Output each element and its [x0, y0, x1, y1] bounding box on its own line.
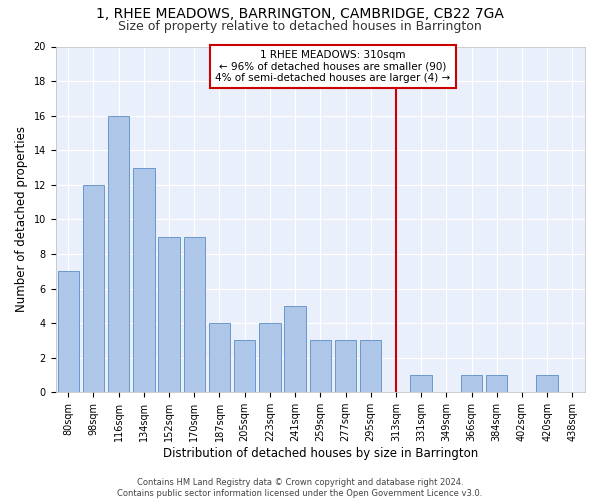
Y-axis label: Number of detached properties: Number of detached properties — [15, 126, 28, 312]
Bar — [108, 116, 130, 392]
Bar — [335, 340, 356, 392]
Bar — [58, 271, 79, 392]
Bar — [284, 306, 306, 392]
Bar — [536, 375, 558, 392]
Bar — [486, 375, 508, 392]
Bar — [360, 340, 382, 392]
X-axis label: Distribution of detached houses by size in Barrington: Distribution of detached houses by size … — [163, 447, 478, 460]
Bar — [133, 168, 155, 392]
Text: Size of property relative to detached houses in Barrington: Size of property relative to detached ho… — [118, 20, 482, 33]
Bar — [461, 375, 482, 392]
Bar — [234, 340, 256, 392]
Text: 1 RHEE MEADOWS: 310sqm
← 96% of detached houses are smaller (90)
4% of semi-deta: 1 RHEE MEADOWS: 310sqm ← 96% of detached… — [215, 50, 451, 83]
Bar — [158, 236, 180, 392]
Bar — [410, 375, 432, 392]
Bar — [310, 340, 331, 392]
Bar — [259, 323, 281, 392]
Bar — [83, 185, 104, 392]
Bar — [184, 236, 205, 392]
Bar — [209, 323, 230, 392]
Text: 1, RHEE MEADOWS, BARRINGTON, CAMBRIDGE, CB22 7GA: 1, RHEE MEADOWS, BARRINGTON, CAMBRIDGE, … — [96, 8, 504, 22]
Text: Contains HM Land Registry data © Crown copyright and database right 2024.
Contai: Contains HM Land Registry data © Crown c… — [118, 478, 482, 498]
